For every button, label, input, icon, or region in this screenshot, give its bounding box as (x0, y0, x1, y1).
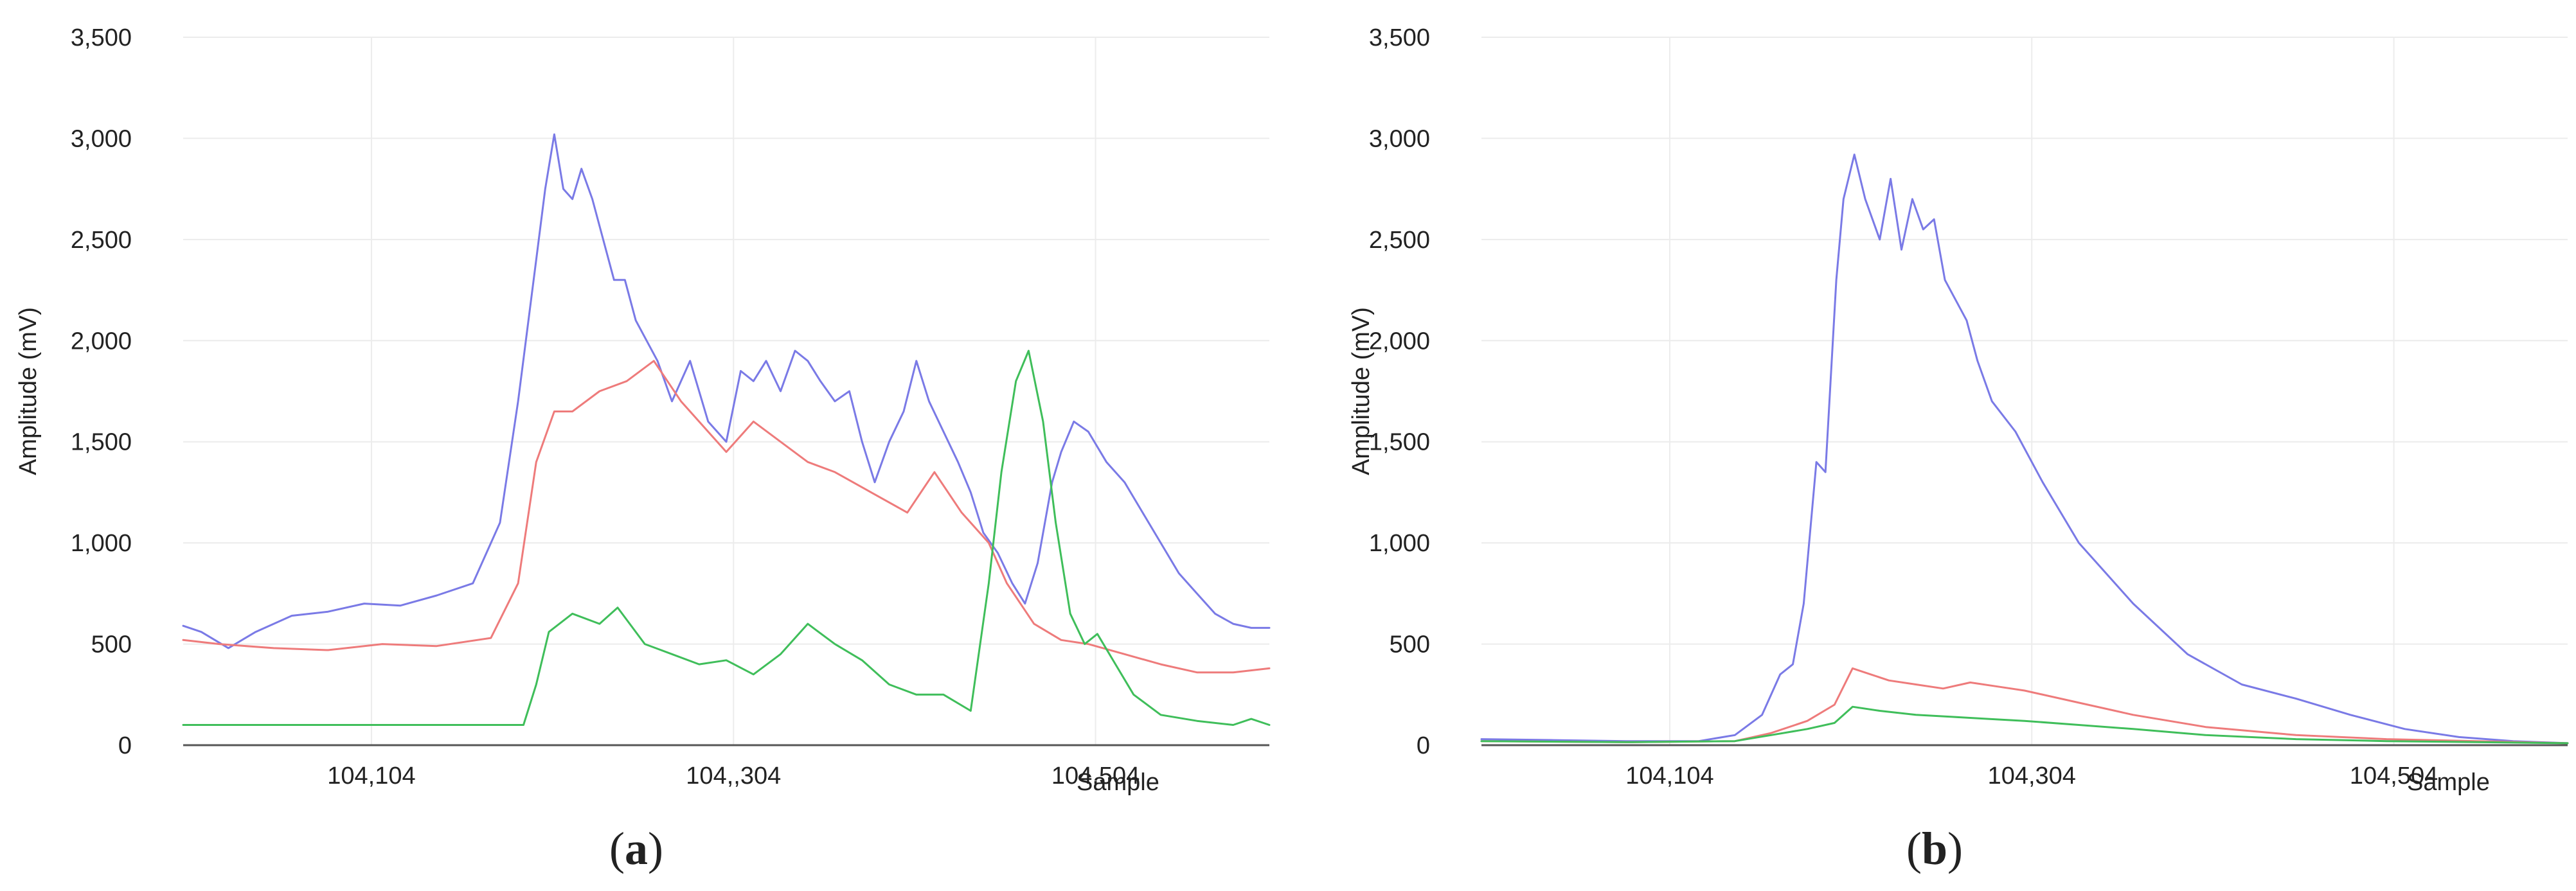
x-tick-label: 104,104 (327, 763, 415, 790)
y-tick-label: 1,000 (71, 530, 132, 557)
chart-panel-a: 0 500 1,000 1,500 2,000 2,500 3,000 3,500 104,10… (15, 24, 1271, 874)
series-line-1 (182, 133, 1271, 649)
y-tick-label: 1,500 (71, 429, 132, 456)
chart-panel-b: 0 500 1,000 1,500 2,000 2,500 3,000 3,500 104,10… (1348, 24, 2569, 874)
series-line-3 (182, 349, 1271, 726)
y-tick-label: 2,500 (1369, 227, 1430, 254)
x-tick-label: 104,504 (1051, 763, 1140, 790)
y-tick-label: 2,000 (71, 328, 132, 355)
panel-label-a: (a) (609, 823, 663, 874)
x-axis-title: Sample (2407, 769, 2490, 796)
y-tick-label: 0 (1417, 732, 1430, 759)
x-tick-label: 104,,304 (686, 763, 781, 790)
y-axis-title: Amplitude (mV) (15, 307, 42, 475)
y-tick-label: 2,000 (1369, 328, 1430, 355)
series-line-2 (1480, 667, 2569, 745)
y-tick-label: 3,000 (1369, 125, 1430, 152)
x-tick-label: 104,504 (2350, 763, 2438, 790)
y-axis-title: Amplitude (mV) (1348, 307, 1375, 475)
panel-label-b: (b) (1906, 823, 1963, 874)
y-tick-label: 2,500 (71, 227, 132, 254)
x-axis-title: Sample (1077, 769, 1159, 796)
series-line-1 (1480, 154, 2569, 745)
y-tick-label: 1,000 (1369, 530, 1430, 557)
series-line-2 (182, 360, 1271, 674)
y-tick-label: 3,500 (71, 24, 132, 51)
y-tick-label: 500 (91, 631, 132, 658)
y-tick-label: 1,500 (1369, 429, 1430, 456)
y-tick-label: 3,000 (71, 125, 132, 152)
series-line-3 (1480, 705, 2569, 745)
y-tick-label: 0 (118, 732, 132, 759)
y-tick-label: 500 (1390, 631, 1430, 658)
y-tick-label: 3,500 (1369, 24, 1430, 51)
x-tick-label: 104,104 (1625, 763, 1713, 790)
x-tick-label: 104,304 (1988, 763, 2076, 790)
